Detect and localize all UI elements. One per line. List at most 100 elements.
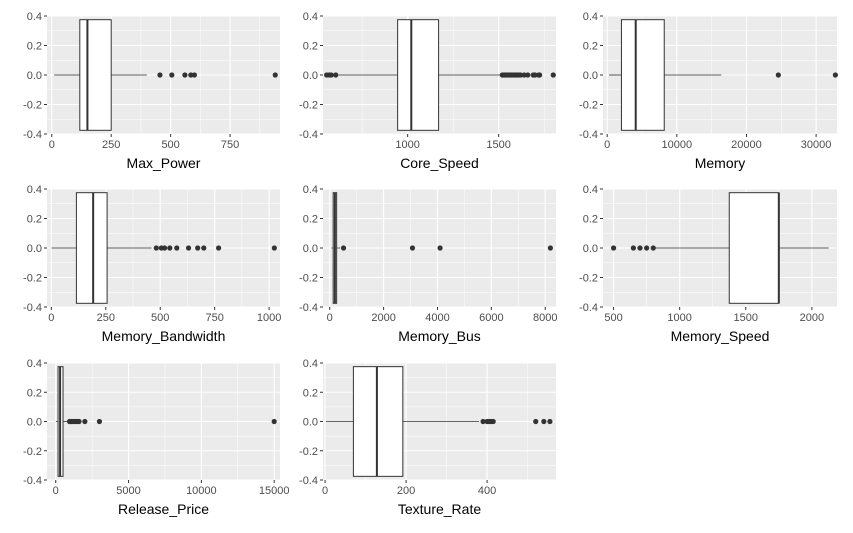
x-tick-label: 500 — [151, 312, 169, 324]
panel-memory-bus: -0.4 -0.2 0.0 0.2 0.4 0 2000 4000 6000 8000 Memory… — [299, 184, 557, 344]
outlier-point — [490, 418, 496, 425]
outlier-point — [182, 72, 188, 78]
x-tick-label: 8000 — [533, 312, 557, 324]
outlier-point — [547, 418, 553, 425]
outlier-point — [550, 72, 556, 78]
y-tick-label: 0.0 — [27, 417, 42, 429]
y-tick-label: -0.4 — [299, 302, 318, 314]
y-tick-label: 0.4 — [27, 184, 42, 196]
x-tick-label: 30000 — [801, 139, 832, 151]
x-tick-label: 10000 — [186, 485, 217, 497]
y-tick-label: 0.2 — [303, 214, 318, 226]
box-iqr — [352, 366, 404, 477]
y-tick-label: 0.4 — [27, 358, 42, 370]
outlier-point — [328, 72, 334, 78]
outlier-point — [271, 418, 277, 425]
y-tick-label: 0.0 — [27, 70, 42, 82]
outlier-point — [96, 418, 103, 425]
x-tick-label: 0 — [49, 139, 55, 151]
outlier-point — [333, 72, 339, 78]
outlier-point — [637, 245, 643, 251]
y-tick-label: 0.2 — [27, 41, 42, 53]
outlier-point — [437, 245, 443, 251]
outlier-point — [161, 245, 168, 251]
x-axis-title: Max_Power — [127, 155, 201, 171]
x-axis-title: Memory_Bandwidth — [102, 328, 226, 344]
x-tick-label: 1500 — [486, 139, 510, 151]
y-tick-label: 0.2 — [583, 214, 598, 226]
y-tick-label: -0.2 — [299, 446, 318, 458]
outlier-point — [215, 245, 222, 251]
x-tick-label: 750 — [221, 139, 239, 151]
y-tick-label: 0.2 — [27, 387, 42, 399]
y-tick-label: -0.2 — [23, 446, 42, 458]
x-tick-label: 1000 — [667, 312, 691, 324]
y-tick-label: 0.4 — [583, 184, 598, 196]
outlier-point — [153, 245, 159, 251]
x-axis-title: Memory — [695, 155, 746, 171]
x-axis-title: Memory_Speed — [671, 328, 770, 344]
panel-release-price: -0.4 -0.2 0.0 0.2 0.4 0 5000 10000 15000 Release_… — [23, 358, 289, 517]
y-tick-label: 0.0 — [27, 243, 42, 255]
y-tick-label: 0.2 — [583, 41, 598, 53]
y-tick-label: 0.0 — [303, 243, 318, 255]
outlier-point — [195, 245, 201, 251]
x-tick-label: 1000 — [395, 139, 419, 151]
x-tick-label: 2000 — [800, 312, 824, 324]
outlier-point — [532, 72, 538, 78]
x-tick-label: 1500 — [734, 312, 758, 324]
outlier-point — [547, 245, 553, 251]
outlier-point — [157, 72, 163, 78]
y-tick-label: -0.2 — [579, 273, 598, 285]
panel-max-power: -0.4 -0.2 0.0 0.2 0.4 0 250 500 750 Max_Power — [23, 11, 280, 171]
x-axis-title: Release_Price — [118, 501, 209, 517]
box-iqr — [79, 19, 112, 131]
y-tick-label: -0.2 — [299, 273, 318, 285]
y-tick-label: 0.0 — [303, 417, 318, 429]
outlier-point — [76, 418, 82, 425]
y-tick-label: -0.2 — [579, 100, 598, 112]
outlier-point — [174, 245, 180, 251]
y-tick-label: 0.0 — [583, 70, 598, 82]
x-tick-label: 6000 — [479, 312, 503, 324]
x-tick-label: 250 — [102, 139, 120, 151]
outlier-point — [409, 245, 416, 251]
y-tick-label: 0.2 — [27, 214, 42, 226]
x-axis-title: Core_Speed — [400, 155, 479, 171]
y-tick-label: 0.4 — [27, 11, 42, 23]
y-tick-label: -0.2 — [23, 273, 42, 285]
box-iqr — [397, 19, 440, 131]
box-iqr — [620, 19, 665, 131]
outlier-point — [169, 72, 175, 78]
x-tick-label: 500 — [604, 312, 622, 324]
outlier-point — [82, 418, 88, 425]
outlier-point — [537, 72, 543, 78]
y-tick-label: 0.4 — [583, 11, 598, 23]
x-tick-label: 500 — [161, 139, 179, 151]
panel-texture-rate: -0.4 -0.2 0.0 0.2 0.4 0 200 400 Texture_Rate — [299, 358, 556, 517]
outlier-point — [610, 245, 617, 251]
x-tick-label: 0 — [327, 312, 333, 324]
outlier-point — [272, 72, 278, 78]
x-tick-label: 15000 — [259, 485, 290, 497]
panel-memory: -0.4 -0.2 0.0 0.2 0.4 0 10000 20000 30000 Memory — [579, 11, 838, 171]
y-tick-label: -0.2 — [23, 100, 42, 112]
panel-core-speed: -0.4 -0.2 0.0 0.2 0.4 1000 1500 Core_Speed — [299, 11, 556, 171]
y-tick-label: 0.0 — [583, 243, 598, 255]
x-axis-title: Memory_Bus — [398, 328, 480, 344]
outlier-point — [775, 72, 781, 78]
panel-memory-speed: -0.4 -0.2 0.0 0.2 0.4 500 1000 1500 2000 Memory_S… — [579, 184, 837, 344]
outlier-point — [185, 245, 192, 251]
x-tick-label: 0 — [604, 139, 610, 151]
outlier-point — [533, 418, 539, 425]
outlier-point — [271, 245, 277, 251]
y-tick-label: 0.4 — [303, 184, 318, 196]
x-tick-label: 0 — [48, 312, 54, 324]
outlier-point — [630, 245, 637, 251]
x-tick-label: 20000 — [731, 139, 762, 151]
outlier-point — [644, 245, 650, 251]
outlier-point — [650, 245, 656, 251]
y-tick-label: -0.2 — [299, 100, 318, 112]
y-tick-label: -0.4 — [23, 129, 42, 141]
